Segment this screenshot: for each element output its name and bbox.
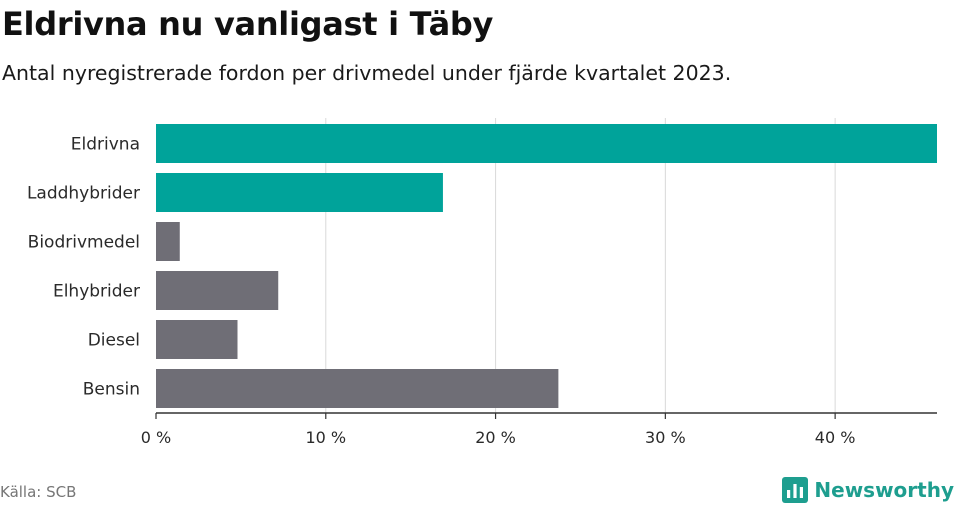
chart-title: Eldrivna nu vanligast i Täby <box>2 5 494 43</box>
category-label: Eldrivna <box>71 135 140 155</box>
category-label: Diesel <box>88 331 140 351</box>
bar <box>156 222 180 261</box>
x-tick-label: 10 % <box>305 428 346 447</box>
bar-chart: Eldrivna Laddhybrider Biodrivmedel Elhybrid… <box>27 118 937 447</box>
bar <box>156 369 559 408</box>
bar-chart-logo-icon <box>782 477 809 503</box>
chart-subtitle: Antal nyregistrerade fordon per drivmede… <box>2 61 732 85</box>
brand-logo[interactable]: Newsworthy <box>782 474 954 506</box>
category-label: Bensin <box>83 380 140 400</box>
bar <box>156 320 238 359</box>
brand-name: Newsworthy <box>814 478 954 502</box>
x-tick-label: 40 % <box>815 428 856 447</box>
category-label: Laddhybrider <box>27 184 140 204</box>
source-note: Källa: SCB <box>0 483 77 501</box>
x-tick-label: 0 % <box>141 428 171 447</box>
bar <box>156 173 443 212</box>
category-label: Elhybrider <box>53 282 140 302</box>
x-tick-label: 30 % <box>645 428 686 447</box>
bar <box>156 124 937 163</box>
bar <box>156 271 279 310</box>
category-label: Biodrivmedel <box>28 233 140 253</box>
x-tick-label: 20 % <box>475 428 516 447</box>
